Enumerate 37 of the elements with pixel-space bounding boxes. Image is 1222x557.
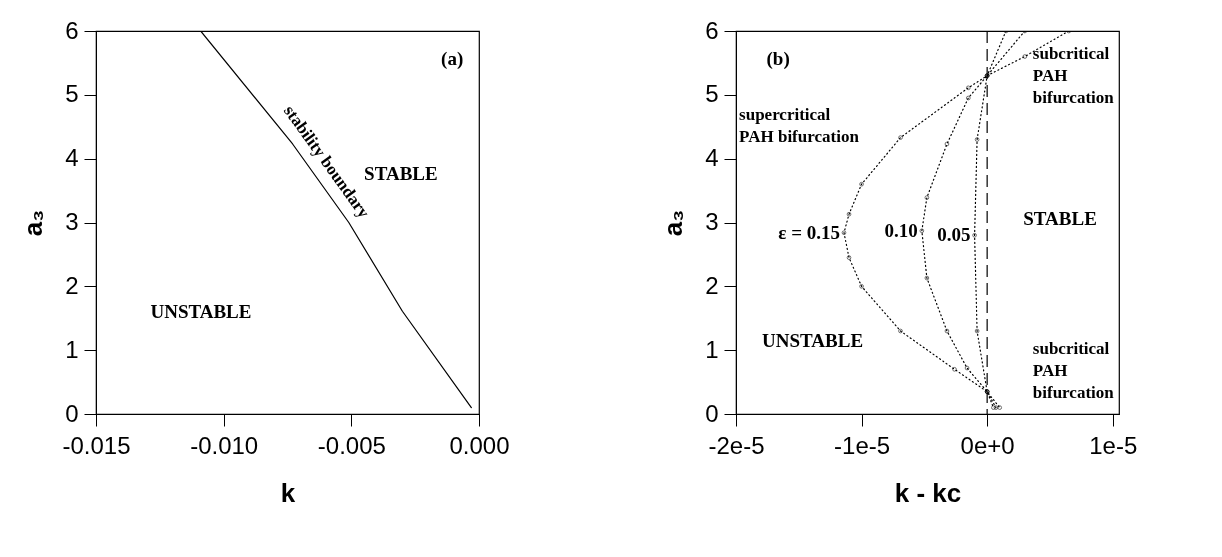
y-tick-label: 4 <box>65 144 79 172</box>
series-label: 0.05 <box>937 224 971 246</box>
y-tick-label: 2 <box>65 271 79 299</box>
y-tick-label: 1 <box>705 335 719 363</box>
x-tick-label: -2e-5 <box>708 431 765 459</box>
annotation: STABLE <box>1023 207 1097 229</box>
y-tick-label: 3 <box>65 208 79 235</box>
x-axis-title: k <box>280 477 296 508</box>
y-axis-title: a₃ <box>658 209 689 237</box>
y-tick-label: 6 <box>705 16 719 44</box>
x-tick-label: -0.015 <box>62 431 131 459</box>
y-tick-label: 5 <box>705 80 719 108</box>
y-axis-title: a₃ <box>18 209 49 237</box>
y-tick-label: 2 <box>705 271 719 299</box>
x-tick-label: 0.000 <box>449 431 510 459</box>
annotation: (a) <box>441 47 464 70</box>
x-tick-label: 0e+0 <box>960 431 1015 459</box>
y-tick-label: 0 <box>705 399 719 427</box>
x-tick-label: 1e-5 <box>1089 431 1138 459</box>
annotation: UNSTABLE <box>150 301 252 323</box>
annotation: subcritical PAH bifurcation <box>1032 338 1115 402</box>
x-tick-label: -0.005 <box>317 431 386 459</box>
y-tick-label: 3 <box>705 208 719 235</box>
y-tick-label: 0 <box>65 399 79 427</box>
annotation: (b) <box>766 47 790 70</box>
annotation: subcritical PAH bifurcation <box>1032 43 1115 107</box>
y-tick-label: 1 <box>65 335 79 363</box>
y-tick-label: 4 <box>705 144 719 172</box>
annotation: UNSTABLE <box>762 330 864 352</box>
series-label: 0.10 <box>884 219 918 241</box>
x-axis-title: k - kc <box>894 477 962 508</box>
x-tick-label: -1e-5 <box>834 431 891 459</box>
y-tick-label: 6 <box>65 16 79 44</box>
y-tick-label: 5 <box>65 80 79 108</box>
x-tick-label: -0.010 <box>190 431 259 459</box>
series-label: ε = 0.15 <box>778 221 840 243</box>
annotation: supercritical PAH bifurcation <box>739 105 860 147</box>
